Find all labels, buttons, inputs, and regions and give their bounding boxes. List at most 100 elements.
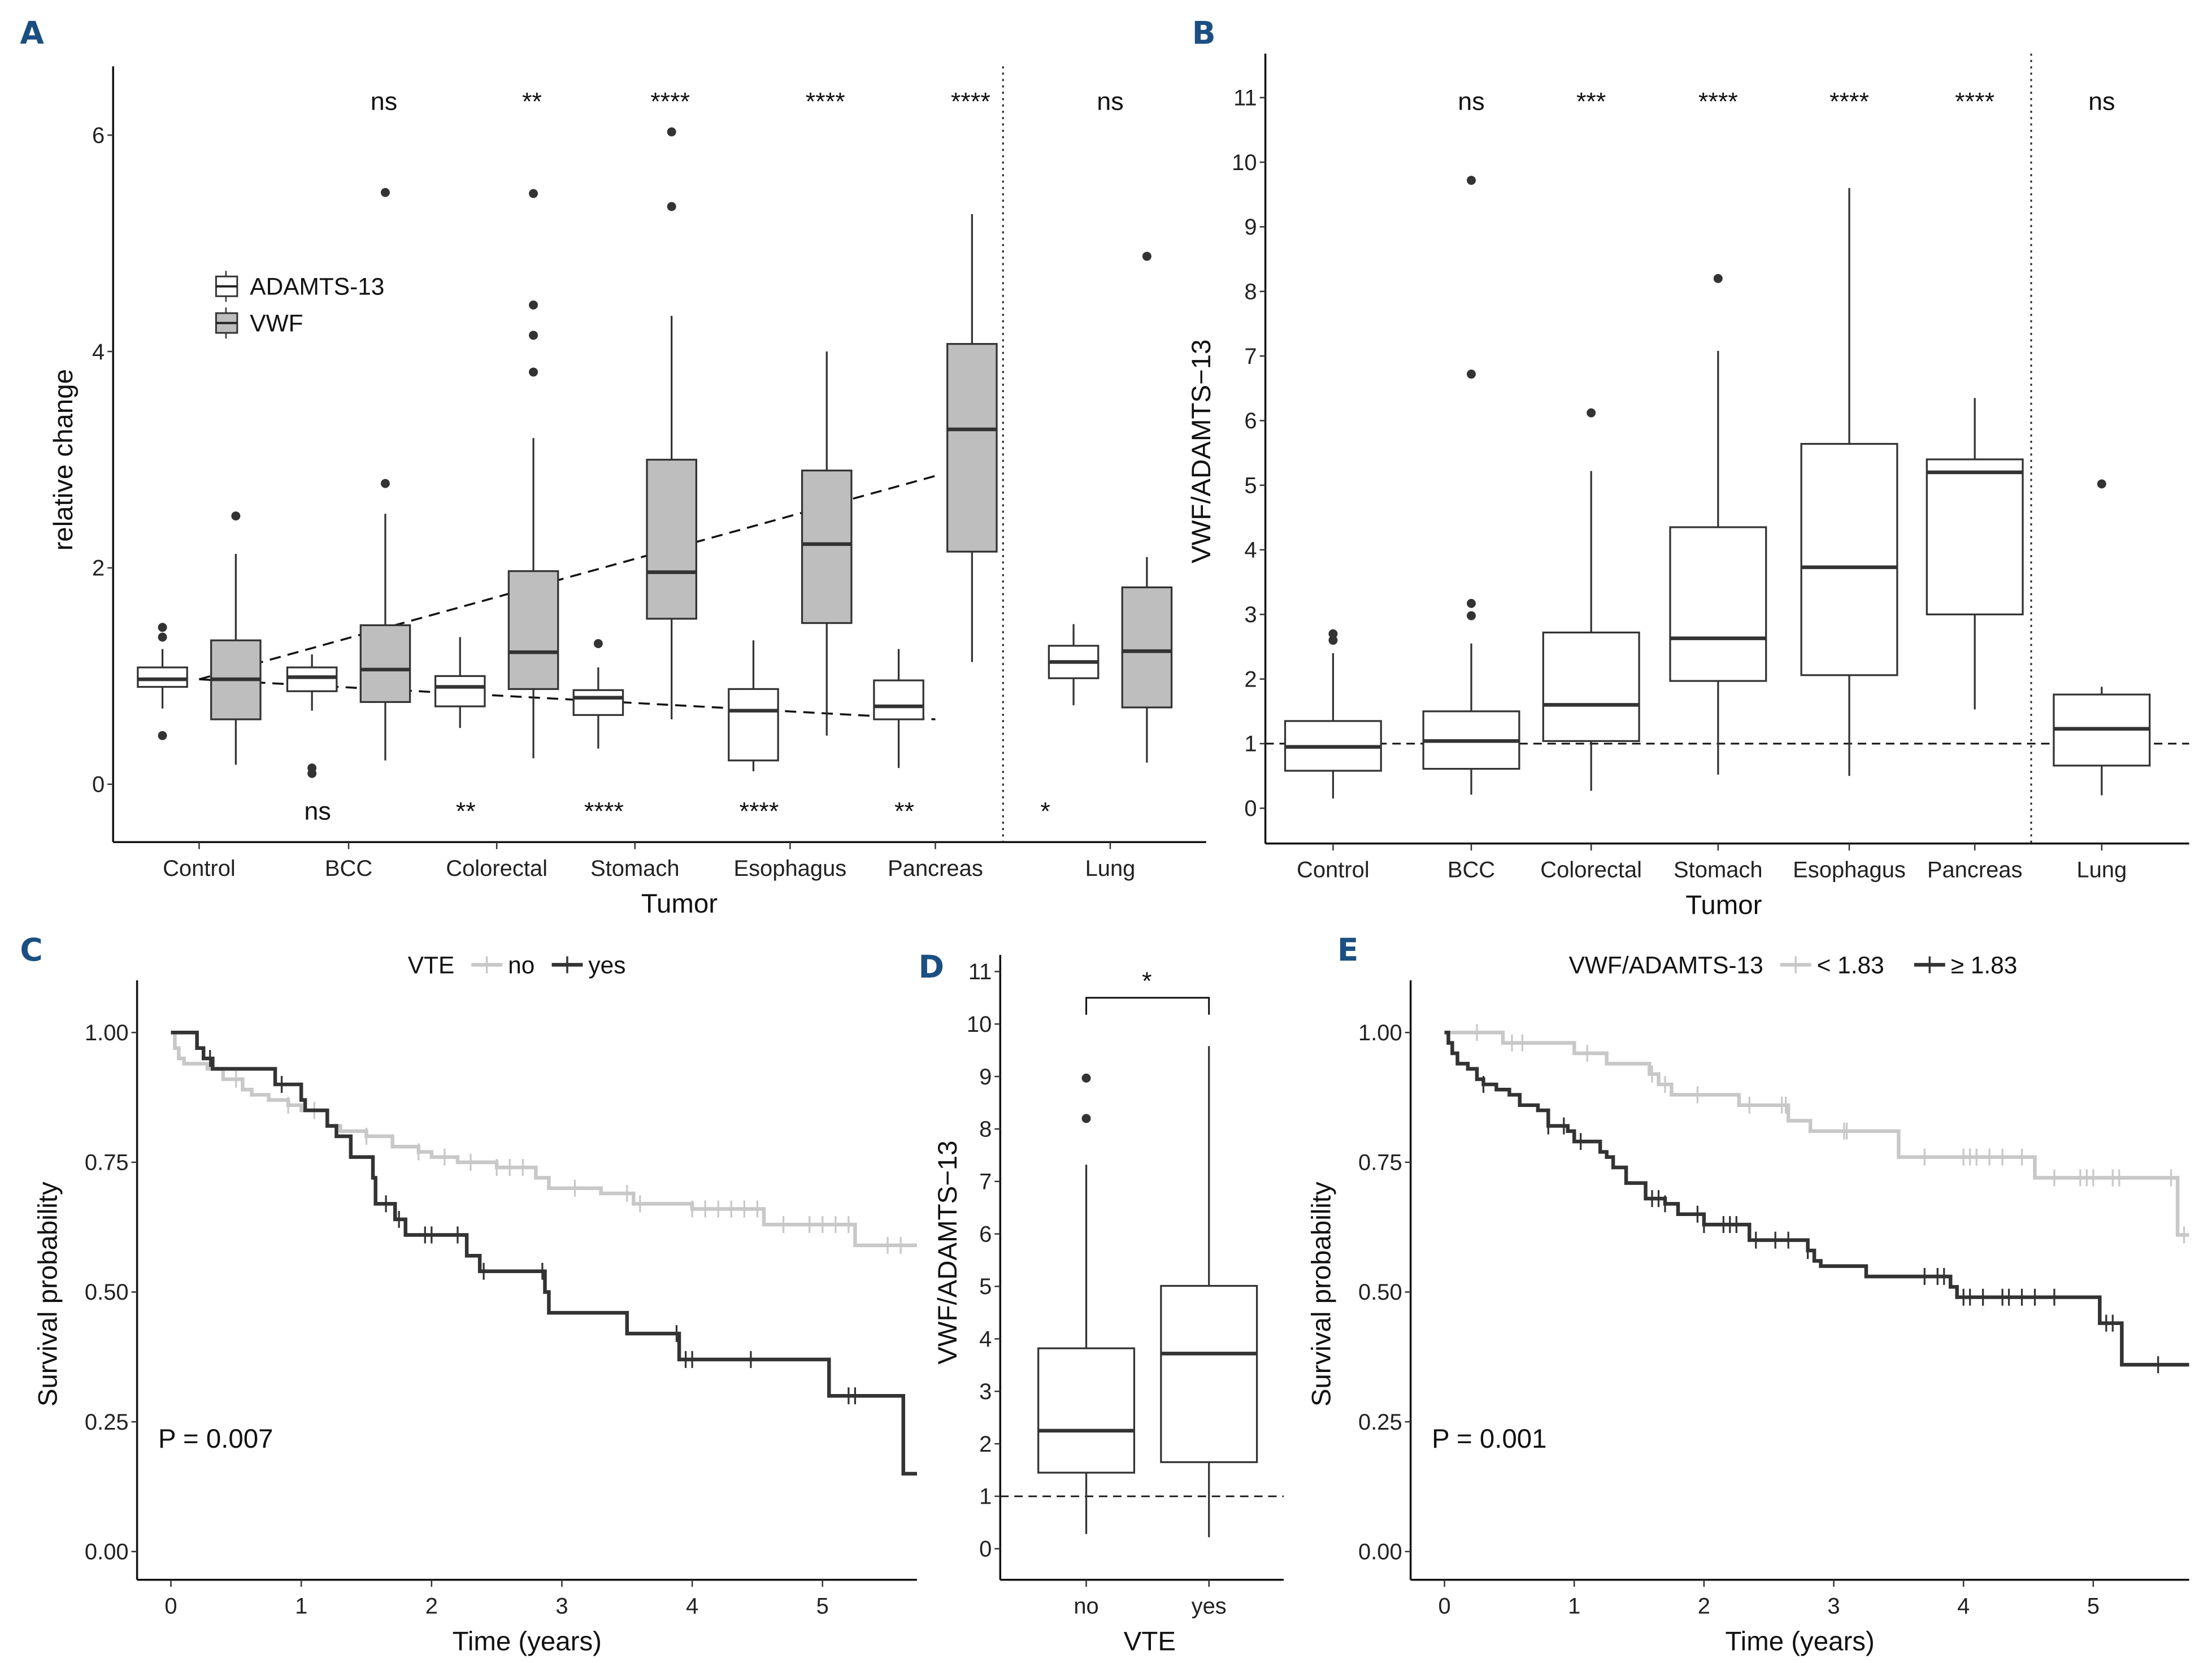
panel-a-sig-vwf: ns [371,87,397,116]
panel-d-y-tick-label: 7 [979,1170,992,1195]
panel-c-x-tick-label: 1 [295,1594,307,1619]
panel-c-y-tick-label: 0.50 [85,1280,129,1305]
panel-a-vwf-box [507,570,559,691]
panel-b-sig: **** [1955,87,1994,116]
panel-d-y-tick-label: 3 [979,1379,992,1404]
panel-e-curve-1 [1444,1030,2189,1367]
panel-e-legend: VWF/ADAMTS-13 < 1.83 ≥ 1.83 [1569,952,2018,978]
panel-e-legend-title: VWF/ADAMTS-13 [1569,952,1763,978]
panel-b-y-tick-label: 5 [1244,473,1257,498]
panel-a-sig-vwf: **** [806,87,845,116]
panel-e-x-tick-label: 4 [1957,1594,1970,1619]
panel-a-x-tick-label: Lung [1085,856,1136,881]
panel-c-curve-0 [171,1030,918,1248]
panel-a-y-tick-label: 2 [92,556,105,581]
panel-a-sig-adamts: ** [894,796,914,825]
panel-d-y-tick-label: 11 [968,959,992,984]
panel-b-y-tick-label: 4 [1244,538,1257,563]
panel-a-adamts-box [572,689,624,716]
panel-a-y-tick-label: 4 [92,340,105,364]
panel-c-km: 0.00 0.25 0.50 0.75 1.00 0 1 2 3 4 5 Time (years) Su… [33,952,918,1657]
panel-b-box-outlier [1467,611,1476,620]
panel-a-adamts-outlier [593,639,603,648]
panel-a-vwf-box [646,458,697,620]
panel-e-y-tick-label: 0.50 [1358,1280,1402,1305]
panel-e-x-axis-title: Time (years) [1725,1627,1874,1657]
panel-a-legend: ADAMTS-13 VWF [215,271,384,339]
panel-c-x-tick-label: 0 [164,1594,177,1619]
panel-a-vwf-outlier [380,479,390,488]
panel-e-x-tick-label: 1 [1568,1594,1580,1619]
panel-d-comparison-label: * [1142,966,1151,995]
panel-b-y-tick-label: 3 [1244,602,1257,627]
panel-letter-a: A [20,15,44,51]
panel-d-y-tick-label: 10 [967,1012,992,1037]
panel-c-y-axis-title: Survival probability [33,1182,63,1406]
panel-a-adamts-box [434,675,486,707]
panel-a-y-tick-label: 0 [92,772,105,797]
panel-letter-b: B [1192,15,1216,51]
panel-d-y-tick-label: 9 [979,1065,992,1089]
panel-e-curve-0 [1444,1030,2189,1237]
panel-b-y-tick-label: 0 [1244,796,1257,821]
panel-d-y-tick-label: 5 [979,1274,992,1299]
panel-c-curve-1 [171,1030,918,1476]
panel-a-vwf-outlier [1142,251,1151,261]
panel-a-adamts-outlier [307,768,317,778]
panel-b-box-outlier [1467,370,1476,379]
panel-b-x-tick-label: Control [1297,858,1370,883]
panel-b-y-tick-label: 1 [1244,732,1257,757]
panel-a-vwf-outlier [529,300,538,310]
panel-b-sig: **** [1698,87,1738,116]
panel-b-box-outlier [1713,273,1723,283]
panel-b-box-box [1800,442,1898,676]
panel-b-x-tick-label: Stomach [1674,858,1763,883]
panel-a-adamts-outlier [158,632,167,642]
panel-b-box-outlier [1587,408,1596,418]
panel-a-vwf-box [1121,586,1173,709]
panel-b-box-outlier [1467,176,1476,185]
panel-a-y-tick-label: 6 [92,123,105,148]
panel-a-vwf-outlier [529,189,538,198]
panel-c-x-tick-label: 2 [425,1594,438,1619]
panel-a-vwf-box [946,343,998,553]
panel-a-sig-adamts: **** [584,796,624,825]
panel-a-y-axis-title: relative change [49,369,79,551]
panel-b-x-tick-label: Esophagus [1793,858,1906,883]
panel-b-x-tick-label: Pancreas [1927,858,2023,883]
panel-a-x-tick-label: Esophagus [733,856,846,881]
panel-b-box-outlier [1328,636,1338,645]
panel-a-sig-vwf: ** [522,87,542,116]
panel-b-x-tick-label: Colorectal [1540,858,1642,883]
panel-c-legend: VTE no yes [408,952,626,978]
panel-a-sig-vwf: **** [951,87,990,116]
panel-c-x-tick-label: 3 [555,1594,568,1619]
panel-a-vwf-outlier [667,202,676,211]
panel-c-x-tick-label: 5 [816,1594,829,1619]
panel-letter-e: E [1337,932,1359,968]
panel-b-y-axis-title: VWF/ADAMTS−13 [1187,340,1216,563]
panel-e-x-tick-label: 2 [1698,1594,1710,1619]
panel-e-y-axis-title: Survival probability [1306,1182,1336,1406]
panel-e-y-tick-label: 0.25 [1358,1410,1402,1435]
panel-b-x-axis-title: Tumor [1685,891,1762,920]
panel-a-x-axis-title: Tumor [641,889,718,919]
panel-b-sig: *** [1576,87,1606,116]
panel-c-y-tick-label: 0.25 [85,1410,129,1435]
panel-e-y-tick-label: 0.75 [1358,1150,1402,1175]
panel-a-x-tick-label: Stomach [590,856,680,881]
panel-b-y-tick-label: 8 [1244,279,1257,304]
panel-d-x-tick-label: no [1074,1594,1098,1619]
panel-b-box-outlier [2097,479,2106,489]
panel-a-sig-adamts: * [1040,796,1050,825]
panel-b-sig: **** [1829,87,1869,116]
panel-a-trend-adamts [199,678,936,720]
panel-a-x-tick-label: BCC [325,856,372,881]
panel-a-x-tick-label: Pancreas [888,856,983,881]
panel-a-x-tick-label: Colorectal [446,856,547,881]
panel-a-adamts-box [137,666,188,688]
panel-c-legend-label: yes [588,952,625,978]
panel-d-y-tick-label: 2 [979,1432,992,1457]
panel-a-sig-adamts: ns [304,796,331,825]
